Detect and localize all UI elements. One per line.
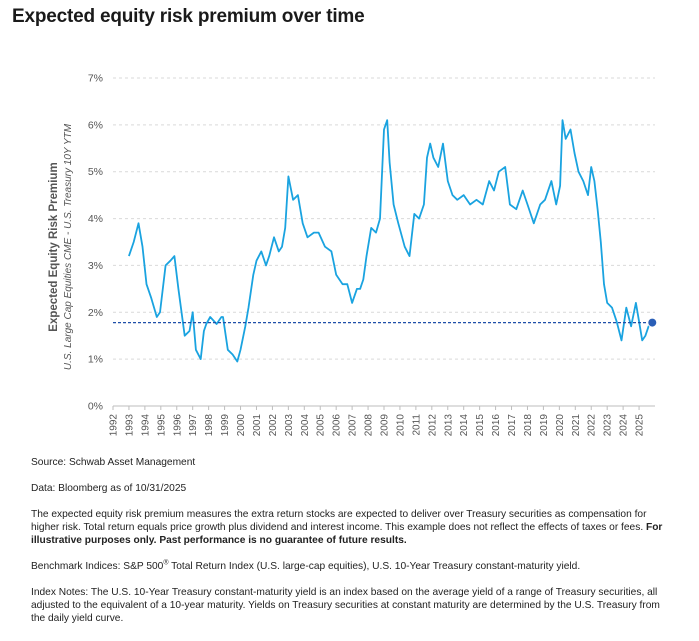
x-tick-label: 2017 bbox=[507, 414, 518, 437]
x-tick-label: 2001 bbox=[252, 414, 263, 437]
y-tick-label: 2% bbox=[88, 307, 103, 319]
x-tick-label: 2012 bbox=[427, 414, 438, 437]
y-tick-label: 0% bbox=[88, 401, 103, 413]
x-tick-label: 2008 bbox=[364, 414, 375, 437]
y-axis-sublabel: U.S. Large Cap Equities CME - U.S. Treas… bbox=[63, 123, 74, 370]
x-tick-label: 2020 bbox=[555, 414, 566, 437]
benchmark-suffix: Total Return Index (U.S. large-cap equit… bbox=[168, 561, 581, 572]
x-tick-label: 2022 bbox=[587, 414, 598, 437]
x-tick-label: 2015 bbox=[475, 414, 486, 437]
benchmark-prefix: Benchmark Indices: S&P 500 bbox=[31, 561, 164, 572]
x-tick-label: 2025 bbox=[635, 414, 646, 437]
disclaimer-note: The expected equity risk premium measure… bbox=[31, 508, 671, 547]
y-tick-label: 4% bbox=[88, 213, 103, 225]
x-tick-label: 2005 bbox=[316, 414, 327, 437]
y-tick-label: 3% bbox=[88, 260, 103, 272]
y-tick-label: 1% bbox=[88, 354, 103, 366]
x-tick-label: 1997 bbox=[188, 414, 199, 437]
x-axis-ticks: 1992 1993 1994 1995 1996 1997 1998 1999 2000 2001… bbox=[109, 406, 646, 436]
x-tick-label: 2002 bbox=[268, 414, 279, 437]
x-tick-label: 1994 bbox=[140, 414, 151, 437]
data-note: Data: Bloomberg as of 10/31/2025 bbox=[31, 483, 187, 494]
x-tick-label: 2003 bbox=[284, 414, 295, 437]
x-tick-label: 2010 bbox=[395, 414, 406, 437]
benchmark-note: Benchmark Indices: S&P 500® Total Return… bbox=[31, 560, 671, 573]
x-tick-label: 2000 bbox=[236, 414, 247, 437]
end-marker bbox=[647, 317, 658, 328]
y-tick-label: 5% bbox=[88, 166, 103, 178]
x-tick-label: 2021 bbox=[571, 414, 582, 437]
x-tick-label: 1992 bbox=[109, 414, 120, 437]
chart: 0%1%2%3%4%5%6%7% 1992 1993 1994 1995 1996 199… bbox=[48, 73, 658, 436]
x-tick-label: 2014 bbox=[459, 414, 470, 437]
gridlines bbox=[113, 77, 655, 360]
y-axis-ticks: 0% 1% 2% 3% 4% 5% 6% 7% bbox=[88, 73, 103, 413]
disclaimer-text: The expected equity risk premium measure… bbox=[31, 509, 647, 533]
page-title: Expected equity risk premium over time bbox=[12, 6, 365, 27]
x-tick-label: 1998 bbox=[204, 414, 215, 437]
x-tick-label: 2013 bbox=[443, 414, 454, 437]
x-tick-label: 2004 bbox=[300, 414, 311, 437]
x-tick-label: 2016 bbox=[491, 414, 502, 437]
registered-mark: ® bbox=[163, 559, 169, 567]
y-tick-label: 7% bbox=[88, 73, 103, 85]
series-line bbox=[128, 119, 653, 363]
x-tick-label: 1995 bbox=[156, 414, 167, 437]
source-note: Source: Schwab Asset Management bbox=[31, 457, 196, 468]
x-tick-label: 2024 bbox=[619, 414, 630, 437]
index-notes: Index Notes: The U.S. 10-Year Treasury c… bbox=[31, 587, 660, 624]
chart-notes: Source: Schwab Asset Management Data: Bl… bbox=[31, 456, 671, 638]
x-tick-label: 1996 bbox=[172, 414, 183, 437]
x-tick-label: 2018 bbox=[523, 414, 534, 437]
x-tick-label: 2009 bbox=[380, 414, 391, 437]
x-tick-label: 2011 bbox=[411, 414, 422, 436]
x-tick-label: 2019 bbox=[539, 414, 550, 437]
y-tick-label: 6% bbox=[88, 119, 103, 131]
x-tick-label: 2006 bbox=[332, 414, 343, 437]
x-tick-label: 1993 bbox=[124, 414, 135, 437]
disclaimer-bold: For illustrative purposes only. Past per… bbox=[31, 522, 663, 546]
y-axis-label: Expected Equity Risk Premium bbox=[48, 162, 60, 331]
x-tick-label: 1999 bbox=[220, 414, 231, 437]
x-tick-label: 2023 bbox=[603, 414, 614, 437]
x-tick-label: 2007 bbox=[348, 414, 359, 437]
